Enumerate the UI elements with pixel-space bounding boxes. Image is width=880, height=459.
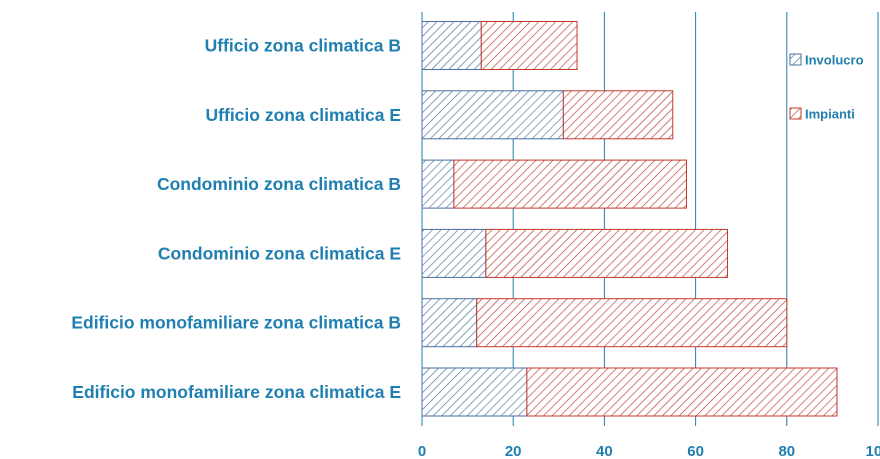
category-label: Ufficio zona climatica B: [205, 36, 401, 56]
legend: Involucro Impianti: [789, 53, 864, 122]
bar-segment-impianti: [480, 21, 578, 70]
bar-segment-involucro: [421, 228, 487, 278]
gridlines: [421, 12, 879, 426]
bar-segment-involucro: [421, 21, 482, 70]
bar-segment-involucro: [421, 90, 564, 140]
x-tick-label: 80: [778, 443, 795, 459]
x-tick-label: 100: [865, 443, 880, 459]
legend-swatch-involucro: [789, 53, 802, 66]
x-tick-label: 0: [418, 443, 426, 459]
category-label: Ufficio zona climatica E: [206, 105, 401, 125]
legend-label: Involucro: [805, 53, 864, 68]
category-label: Condominio zona climatica B: [157, 174, 401, 194]
x-tick-label: 40: [596, 443, 613, 459]
bar-segment-impianti: [526, 367, 838, 417]
legend-swatch-impianti: [789, 107, 802, 120]
category-labels: Ufficio zona climatica B Ufficio zona cli…: [71, 36, 401, 403]
bar-segment-impianti: [562, 90, 674, 140]
x-axis-tick-labels: 0 20 40 60 80 100: [418, 443, 880, 459]
bar-segment-involucro: [421, 298, 478, 348]
bar-segment-impianti: [476, 298, 788, 348]
legend-label: Impianti: [805, 107, 855, 122]
bars: [421, 21, 838, 417]
category-label: Edificio monofamiliare zona climatica E: [72, 382, 401, 402]
bar-segment-involucro: [421, 367, 528, 417]
x-tick-label: 60: [687, 443, 704, 459]
bar-segment-impianti: [453, 159, 687, 209]
category-label: Edificio monofamiliare zona climatica B: [71, 313, 401, 333]
x-tick-label: 20: [505, 443, 522, 459]
bar-segment-impianti: [485, 228, 729, 278]
category-label: Condominio zona climatica E: [158, 243, 401, 263]
bar-segment-involucro: [421, 159, 455, 209]
